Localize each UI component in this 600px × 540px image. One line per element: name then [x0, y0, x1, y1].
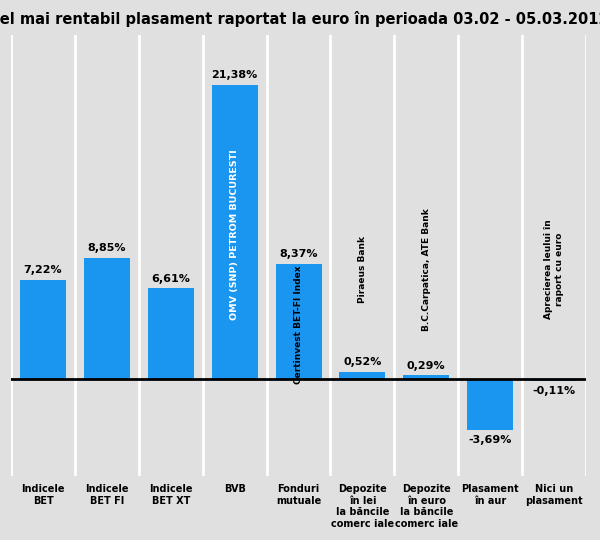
Text: 6,61%: 6,61%	[151, 274, 190, 284]
Bar	[403, 375, 449, 380]
Text: B.C.Carpatica, ATE Bank: B.C.Carpatica, ATE Bank	[422, 208, 431, 330]
Bar	[275, 264, 322, 380]
Bar	[84, 258, 130, 380]
Text: OMV (SNP) PETROM BUCURESTI: OMV (SNP) PETROM BUCURESTI	[230, 150, 239, 320]
Text: -0,11%: -0,11%	[532, 386, 575, 396]
Bar	[340, 372, 385, 380]
Text: Certinvest BET-FI Index: Certinvest BET-FI Index	[294, 265, 303, 383]
Text: 0,29%: 0,29%	[407, 361, 446, 370]
Bar	[20, 280, 66, 380]
Title: Cel mai rentabil plasament raportat la euro în perioada 03.02 - 05.03.2012: Cel mai rentabil plasament raportat la e…	[0, 11, 600, 27]
Text: 7,22%: 7,22%	[24, 265, 62, 275]
Bar	[531, 380, 577, 381]
Bar	[212, 85, 257, 380]
Text: Piraeus Bank: Piraeus Bank	[358, 236, 367, 303]
Text: 8,37%: 8,37%	[279, 249, 318, 259]
Bar	[467, 380, 513, 430]
Text: 0,52%: 0,52%	[343, 357, 382, 367]
Text: 8,85%: 8,85%	[88, 243, 126, 253]
Bar	[148, 288, 194, 380]
Text: Aprecierea leului în
raport cu euro: Aprecierea leului în raport cu euro	[544, 219, 563, 319]
Text: 21,38%: 21,38%	[212, 70, 258, 80]
Text: -3,69%: -3,69%	[469, 435, 512, 445]
